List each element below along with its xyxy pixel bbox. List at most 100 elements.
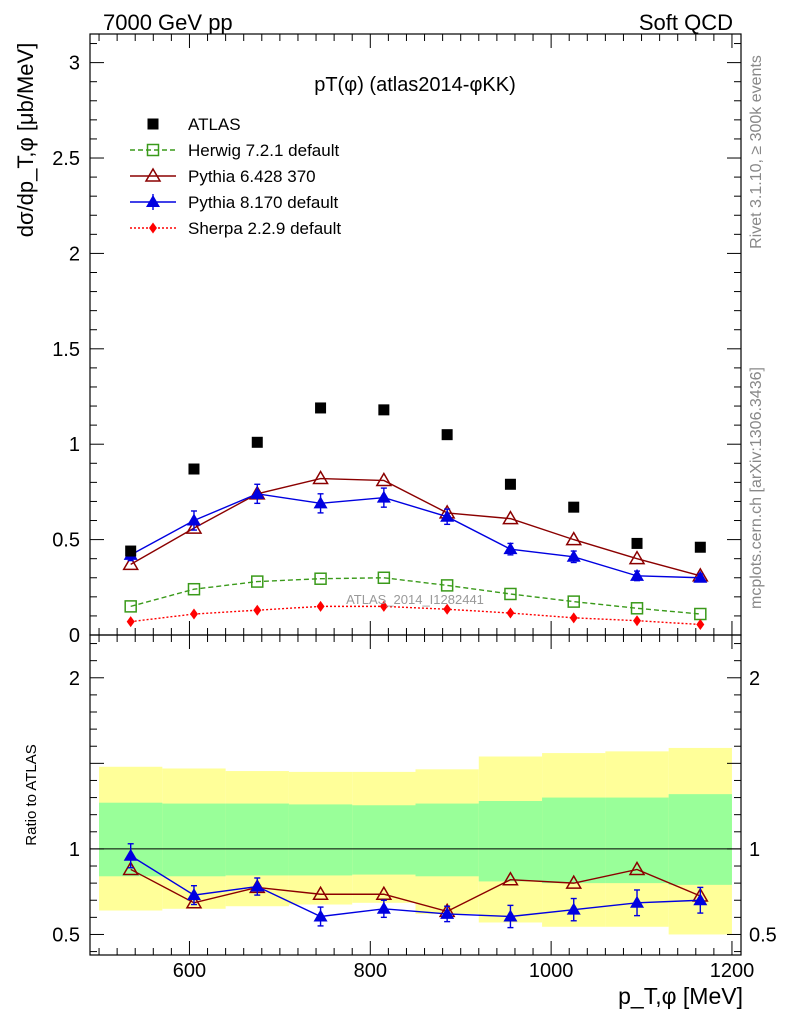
main-data-point (187, 582, 201, 596)
rivet-label: Rivet 3.1.10, ≥ 300k events (748, 55, 765, 249)
main-data-point (316, 600, 325, 612)
legend-marker (146, 195, 160, 207)
ratio-data-point (565, 874, 583, 889)
ratio-y-tick-label-right: 0.5 (749, 924, 777, 946)
ratio-band-inner-bin (668, 794, 732, 885)
main-series-line (130, 477, 701, 577)
main-y-tick-label: 0 (69, 625, 80, 647)
main-panel-layer (89, 33, 742, 956)
main-data-point (126, 616, 135, 628)
ratio-band-inner-bin (288, 804, 353, 876)
ratio-data-point (440, 906, 455, 919)
main-data-point (251, 436, 263, 448)
main-data-point (186, 513, 201, 526)
x-tick-label: 600 (173, 960, 206, 982)
analysis-watermark: ATLAS_2014_I1282441 (346, 592, 484, 607)
main-data-point (630, 568, 645, 581)
legend-label: Herwig 7.2.1 default (188, 141, 339, 160)
ratio-y-tick-label: 1 (69, 839, 80, 861)
main-data-point (631, 537, 643, 549)
ratio-data-point (185, 894, 203, 909)
main-data-point (379, 600, 388, 612)
main-data-point (503, 542, 518, 555)
legend-label: Sherpa 2.2.9 default (188, 219, 341, 238)
ratio-y-tick-label-right: 2 (749, 668, 760, 690)
ratio-data-point (630, 895, 645, 908)
ratio-frame (89, 634, 742, 956)
ratio-data-point (628, 860, 646, 876)
main-data-point (633, 615, 642, 627)
main-data-point (569, 612, 578, 624)
main-data-point (378, 404, 390, 416)
ratio-data-point (250, 879, 265, 892)
ratio-band-inner-bin (478, 800, 543, 882)
ratio-data-point (693, 893, 708, 906)
x-tick-label: 800 (354, 960, 387, 982)
main-data-point (377, 571, 391, 585)
ratio-ylabel: Ratio to ATLAS (23, 744, 40, 845)
header-left: 7000 GeV pp (103, 10, 233, 35)
main-data-point (188, 463, 200, 475)
main-series-line (130, 577, 701, 615)
main-data-point (506, 607, 515, 619)
main-data-point (122, 555, 139, 571)
main-y-tick-label: 1.5 (52, 339, 80, 361)
legend-marker (147, 118, 159, 130)
main-data-point (375, 471, 393, 487)
main-series-line (130, 605, 701, 626)
ratio-band-inner-bin (415, 803, 479, 877)
main-data-point (628, 550, 646, 565)
main-data-point (693, 570, 708, 583)
main-data-point (568, 501, 580, 513)
main-data-point (504, 478, 516, 490)
main-data-point (440, 579, 454, 592)
ratio-band-inner-bin (542, 797, 606, 884)
main-data-point (189, 608, 198, 620)
main-y-tick-label: 0.5 (52, 530, 80, 552)
main-data-point (441, 429, 453, 441)
ratio-band-inner-bin (162, 803, 226, 877)
legend-label: Pythia 8.170 default (188, 193, 339, 212)
main-data-point (565, 531, 583, 546)
ratio-series-line (130, 868, 701, 913)
main-data-point (124, 600, 137, 613)
main-data-point (504, 587, 517, 601)
ratio-data-point (566, 902, 581, 915)
main-data-point (251, 575, 264, 588)
legend: ATLAS Herwig 7.2.1 default Pythia 6.428 37… (130, 115, 341, 238)
main-data-point (125, 545, 137, 557)
main-data-point (312, 470, 329, 485)
main-ylabel: dσ/dp_T,φ [μb/MeV] (13, 43, 38, 238)
ratio-data-point (122, 860, 139, 876)
main-data-point (313, 496, 328, 509)
legend-marker (149, 222, 157, 234)
ratio-data-point (313, 909, 328, 922)
legend-label: ATLAS (188, 115, 241, 134)
ratio-data-point (123, 848, 138, 861)
main-data-point (502, 510, 519, 525)
main-y-tick-label: 3 (69, 53, 80, 75)
x-tick-label: 1000 (529, 960, 574, 982)
main-data-point (314, 572, 327, 585)
main-data-point (630, 602, 644, 615)
legend-label: Pythia 6.428 370 (188, 167, 316, 186)
ratio-y-tick-label: 2 (69, 668, 80, 690)
mcplots-label: mcplots.cern.ch [arXiv:1306.3436] (748, 367, 765, 609)
header-right: Soft QCD (639, 10, 733, 35)
main-data-point (376, 490, 391, 503)
main-data-point (250, 486, 265, 499)
main-data-point (567, 595, 580, 608)
ratio-data-point (186, 888, 201, 901)
main-series-line (130, 493, 701, 579)
main-y-tick-label: 1 (69, 434, 80, 456)
main-y-tick-label: 2.5 (52, 148, 80, 170)
main-data-point (443, 603, 452, 615)
ratio-y-tick-label-right: 1 (749, 839, 760, 861)
main-data-point (566, 549, 581, 562)
legend-marker (146, 143, 160, 157)
main-y-tick-label: 2 (69, 243, 80, 265)
ratio-y-tick-label: 0.5 (52, 924, 80, 946)
chart-title: pT(φ) (atlas2014-φKK) (314, 74, 516, 96)
main-data-point (440, 509, 455, 522)
